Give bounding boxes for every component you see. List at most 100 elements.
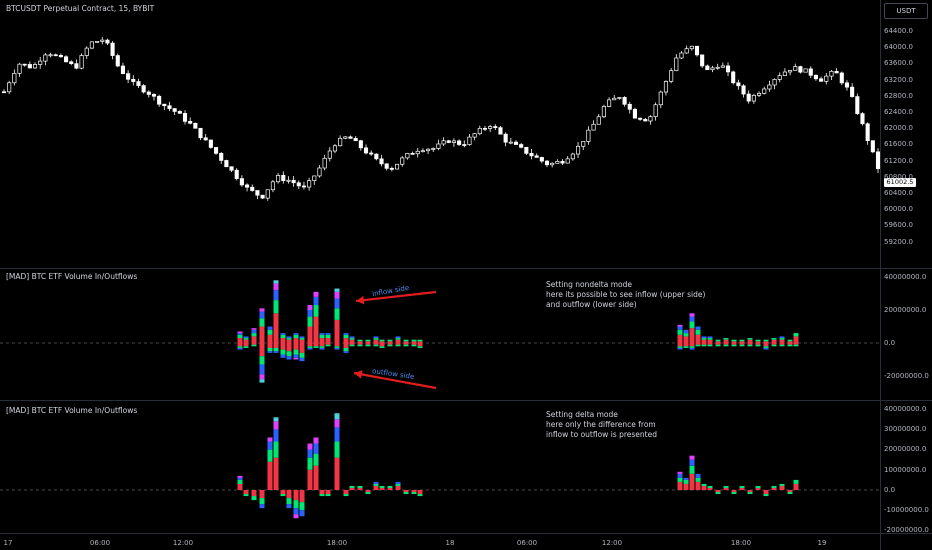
pane3-inflow-bar	[334, 457, 340, 490]
pane-divider-2[interactable]	[0, 400, 932, 401]
candle-body	[550, 162, 555, 166]
pane3-inflow-bar	[677, 471, 683, 474]
pane2-outflow-bar	[403, 344, 409, 347]
pane3-outflow-bar	[280, 494, 286, 497]
pane3-inflow-bar	[677, 481, 683, 490]
pane2-outflow-bar	[763, 343, 769, 347]
pane3-outflow-bar	[343, 490, 349, 495]
pane2-inflow-bar	[325, 333, 331, 335]
pane3-inflow-bar	[689, 473, 695, 490]
pane3-tick-label: -20000000.0	[884, 526, 929, 535]
pane2-inflow-bar	[379, 341, 385, 343]
candle-body	[731, 71, 736, 84]
pane2-outflow-bar	[417, 343, 423, 347]
candle-body	[348, 136, 353, 139]
candle-body	[710, 67, 715, 71]
pane2-inflow-bar	[689, 328, 695, 343]
candle-body	[451, 140, 456, 143]
pane3-outflow-bar	[319, 490, 325, 495]
pane2-inflow-bar	[379, 339, 385, 342]
pane3-inflow-bar	[689, 459, 695, 466]
pane3-inflow-bar	[313, 465, 319, 490]
pane2-inflow-bar	[243, 338, 249, 340]
pane3-inflow-bar	[357, 487, 363, 490]
pane2-outflow-bar	[259, 379, 265, 383]
pane2-outflow-bar	[286, 343, 292, 352]
price-tick-label: 60400.0	[884, 189, 913, 197]
pane2-inflow-bar	[343, 333, 349, 335]
pane2-inflow-bar	[319, 338, 325, 343]
candle-body	[772, 79, 777, 86]
pane3-inflow-bar	[739, 487, 745, 490]
pane3-inflow-bar	[771, 487, 777, 490]
pane2-outflow-bar	[319, 346, 325, 348]
pane2-outflow-bar	[739, 343, 745, 345]
pane3-tick-label: 10000000.0	[884, 465, 927, 474]
time-tick-label: 18:00	[326, 539, 348, 547]
pane2-inflow-bar	[695, 326, 701, 330]
candle-body	[705, 65, 710, 71]
pane2-outflow-bar	[319, 343, 325, 347]
candle-body	[839, 72, 844, 84]
pane3-inflow-bar	[373, 485, 379, 490]
candle-body	[824, 75, 829, 82]
pane2-inflow-bar	[299, 338, 305, 340]
pane3-inflow-bar	[739, 485, 745, 488]
candle-body	[513, 141, 519, 145]
pane2-inflow-bar	[365, 341, 371, 343]
pane2-inflow-bar	[237, 338, 243, 343]
pane2-inflow-bar	[779, 338, 785, 340]
pane3-inflow-bar	[334, 419, 340, 428]
pane3-inflow-bar	[379, 485, 385, 488]
pane2-title[interactable]: [MAD] BTC ETF Volume In/Outflows	[6, 272, 138, 281]
candle-body	[663, 81, 669, 93]
pane2-outflow-bar	[715, 344, 721, 347]
pane2-inflow-bar	[395, 336, 401, 339]
candle-body	[296, 182, 301, 187]
pane3-inflow-bar	[707, 485, 713, 488]
pane2-outflow-bar	[280, 354, 286, 358]
candle-body	[700, 54, 705, 67]
candle-body	[555, 161, 560, 164]
price-tick-label: 60000.0	[884, 205, 913, 214]
outflow-arrow	[353, 371, 437, 390]
pane2-outflow-bar	[411, 343, 417, 345]
pane3-inflow-bar	[237, 475, 243, 478]
pane3-inflow-bar	[387, 485, 393, 488]
candle-body	[617, 97, 622, 99]
candle-body	[307, 180, 312, 188]
pane3-outflow-bar	[731, 490, 737, 493]
pane2-outflow-bar	[779, 344, 785, 347]
candle-body	[27, 64, 32, 69]
candle-body	[591, 123, 596, 131]
pane2-outflow-bar	[403, 343, 409, 345]
candle-body	[136, 81, 141, 86]
symbol-title[interactable]: BTCUSDT Perpetual Contract, 15, BYBIT	[6, 4, 155, 13]
candle-body	[327, 150, 332, 159]
pane2-inflow-bar	[307, 326, 313, 343]
pane-divider-1[interactable]	[0, 268, 932, 269]
candle-body	[146, 91, 151, 95]
pane2-outflow-bar	[763, 346, 769, 348]
candle-body	[410, 153, 415, 155]
candle-body	[819, 78, 824, 82]
pane2-inflow-bar	[677, 334, 683, 343]
pane2-tick-label: -20000000.0	[884, 372, 929, 380]
pane2-tick-label: 20000000.0	[884, 306, 927, 314]
pane3-title[interactable]: [MAD] BTC ETF Volume In/Outflows	[6, 406, 138, 415]
price-tick-label: 62800.0	[884, 91, 913, 100]
pane2-inflow-bar	[771, 338, 777, 340]
pane3-inflow-bar	[701, 483, 707, 486]
candle-body	[725, 65, 731, 73]
candle-body	[203, 137, 208, 141]
candle-body	[436, 143, 441, 149]
candle-body	[751, 94, 756, 102]
candle-body	[482, 127, 488, 130]
pane2-note-line: Setting nondelta mode	[546, 280, 632, 289]
pane2-outflow-bar	[299, 343, 305, 353]
pane3-inflow-bar	[313, 437, 319, 444]
currency-button[interactable]: USDT	[884, 3, 928, 19]
candle-body	[586, 129, 591, 142]
